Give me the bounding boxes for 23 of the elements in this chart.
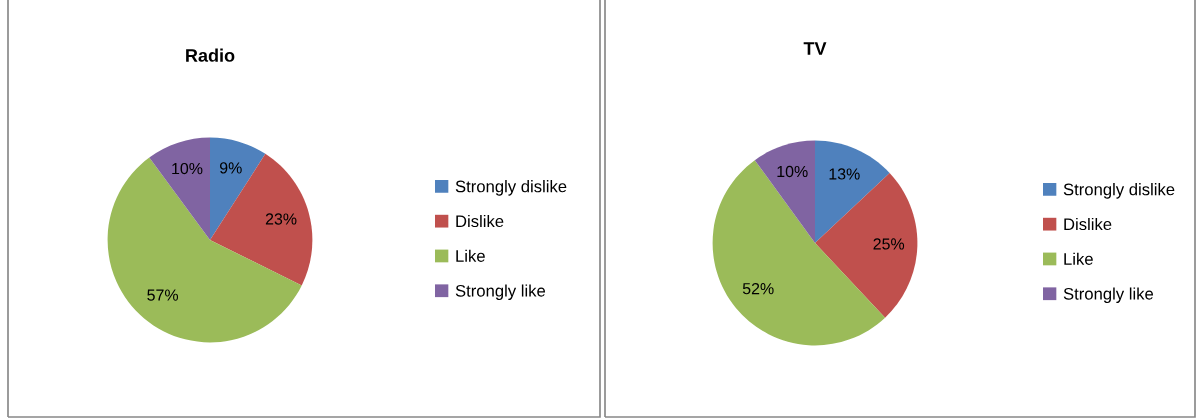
- data-label: 10%: [777, 165, 808, 178]
- legend-label: Like: [456, 249, 485, 262]
- data-label: 57%: [147, 289, 179, 301]
- data-label: 10%: [172, 162, 203, 175]
- pie-slice: [210, 137, 266, 240]
- data-label: 25%: [873, 238, 905, 250]
- chart-title: Radio: [186, 48, 235, 62]
- data-label: 9%: [219, 162, 242, 174]
- data-label: 52%: [742, 282, 774, 295]
- legend-label: Like: [1064, 252, 1093, 265]
- legend-label: Dislike: [1064, 217, 1112, 231]
- pie-slice: [210, 153, 313, 286]
- pie-slice: [754, 140, 815, 243]
- chart-title: TV: [803, 42, 827, 55]
- data-label: 13%: [829, 168, 860, 180]
- legend-label: Strongly dislike: [455, 180, 567, 196]
- legend-label: Strongly like: [455, 284, 546, 300]
- legend-label: Dislike: [456, 214, 504, 228]
- pie-slice: [107, 157, 302, 343]
- legend-label: Strongly like: [1063, 287, 1154, 303]
- pie-slice: [149, 137, 210, 240]
- data-label: 23%: [265, 213, 297, 225]
- legend-label: Strongly dislike: [1063, 183, 1175, 199]
